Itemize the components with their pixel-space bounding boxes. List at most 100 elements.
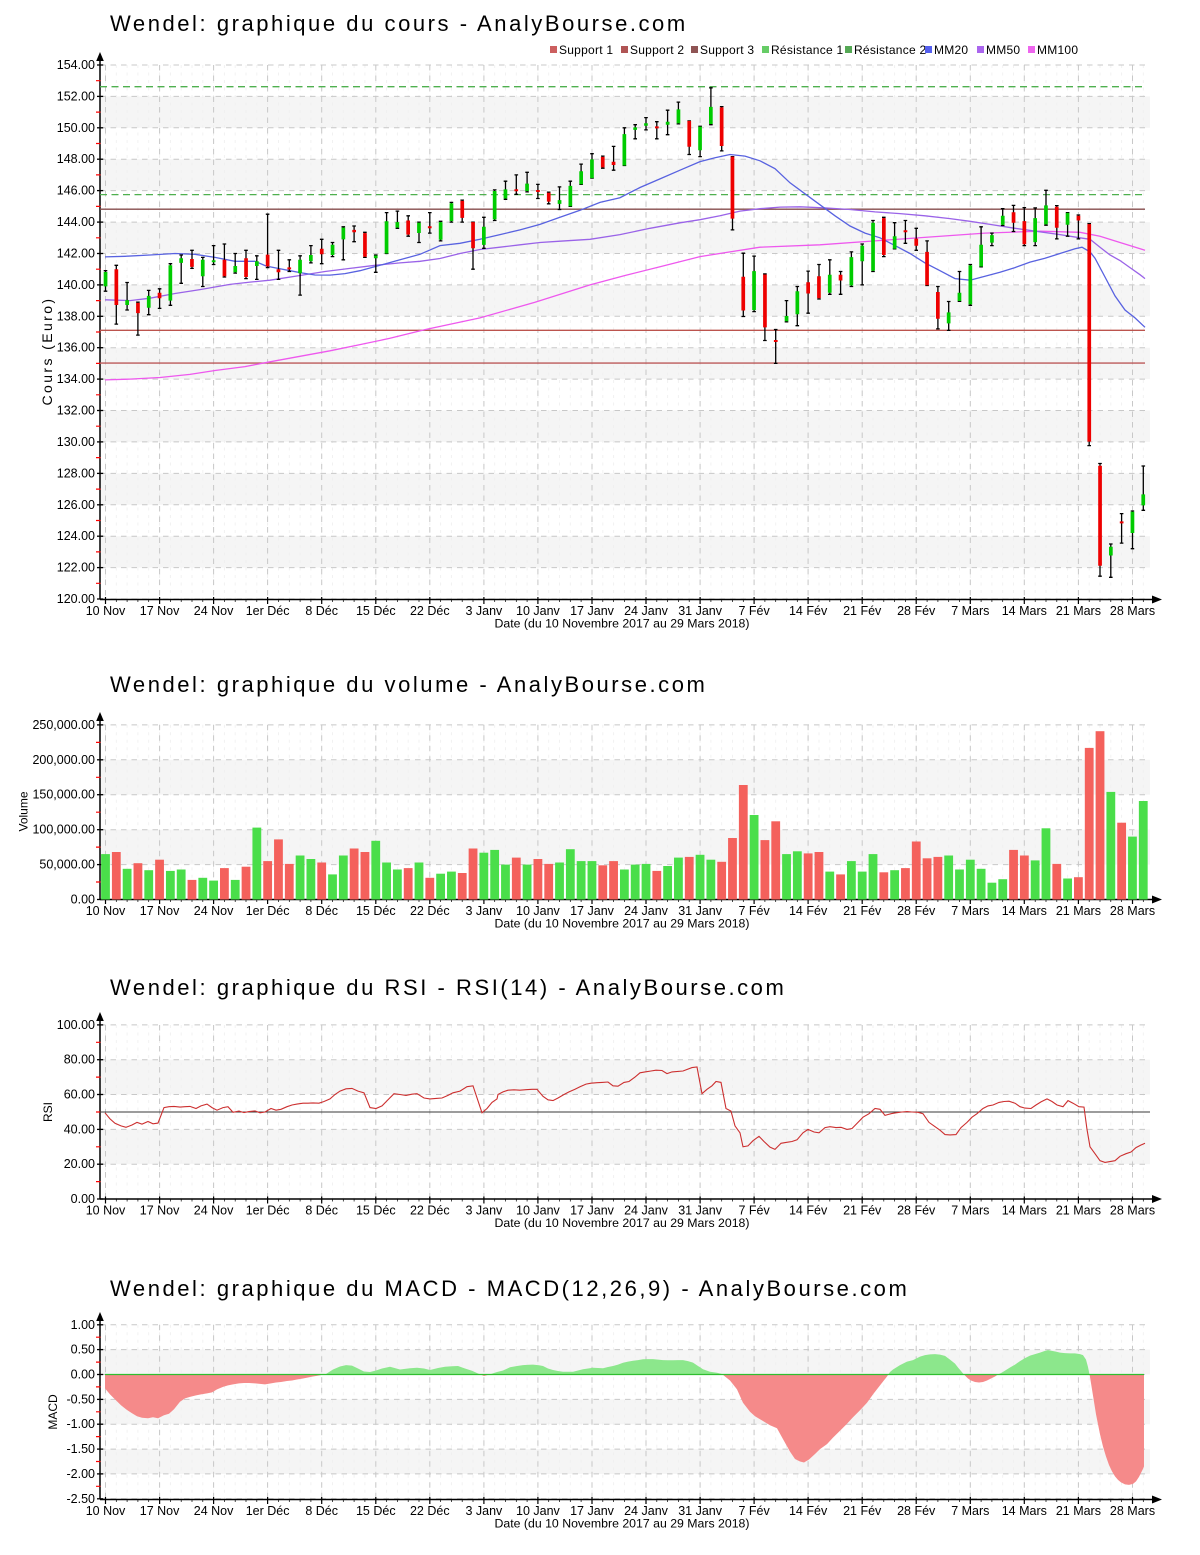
svg-text:1er Déc: 1er Déc	[246, 604, 290, 618]
svg-text:14 Mars: 14 Mars	[1002, 1504, 1047, 1518]
svg-text:3 Janv: 3 Janv	[465, 604, 503, 618]
svg-text:14 Fév: 14 Fév	[789, 1504, 828, 1518]
svg-text:22 Déc: 22 Déc	[410, 904, 450, 918]
svg-text:10 Janv: 10 Janv	[516, 904, 561, 918]
svg-text:24 Nov: 24 Nov	[194, 904, 234, 918]
svg-text:22 Déc: 22 Déc	[410, 604, 450, 618]
svg-text:8 Déc: 8 Déc	[305, 1204, 338, 1218]
svg-text:14 Mars: 14 Mars	[1002, 1204, 1047, 1218]
svg-text:17 Janv: 17 Janv	[570, 604, 615, 618]
svg-text:124.00: 124.00	[57, 529, 95, 543]
svg-text:150.00: 150.00	[57, 121, 95, 135]
svg-text:22 Déc: 22 Déc	[410, 1504, 450, 1518]
svg-text:-0.50: -0.50	[67, 1392, 96, 1406]
svg-text:8 Déc: 8 Déc	[305, 1504, 338, 1518]
svg-text:1er Déc: 1er Déc	[246, 1204, 290, 1218]
svg-text:28 Mars: 28 Mars	[1110, 604, 1155, 618]
svg-text:3 Janv: 3 Janv	[465, 1204, 503, 1218]
svg-text:24 Nov: 24 Nov	[194, 604, 234, 618]
svg-text:148.00: 148.00	[57, 152, 95, 166]
svg-text:136.00: 136.00	[57, 341, 95, 355]
svg-text:154.00: 154.00	[57, 58, 95, 72]
svg-text:28 Fév: 28 Fév	[897, 1504, 936, 1518]
svg-text:17 Nov: 17 Nov	[140, 1204, 180, 1218]
svg-text:8 Déc: 8 Déc	[305, 604, 338, 618]
svg-text:Date (du 10 Novembre 2017 au 2: Date (du 10 Novembre 2017 au 29 Mars 201…	[495, 617, 750, 631]
svg-text:14 Mars: 14 Mars	[1002, 904, 1047, 918]
svg-text:3 Janv: 3 Janv	[465, 904, 503, 918]
svg-text:100,000.00: 100,000.00	[32, 823, 95, 837]
svg-text:10 Nov: 10 Nov	[86, 604, 126, 618]
svg-text:10 Janv: 10 Janv	[516, 1504, 561, 1518]
svg-text:10 Nov: 10 Nov	[86, 1204, 126, 1218]
svg-text:Wendel: graphique du RSI - RSI: Wendel: graphique du RSI - RSI(14) - Ana…	[110, 975, 786, 1000]
svg-text:0.00: 0.00	[71, 1368, 95, 1382]
svg-text:24 Janv: 24 Janv	[624, 1504, 669, 1518]
svg-text:MACD: MACD	[46, 1394, 60, 1430]
svg-text:31 Janv: 31 Janv	[678, 604, 723, 618]
svg-text:20.00: 20.00	[64, 1157, 95, 1171]
svg-text:10 Janv: 10 Janv	[516, 1204, 561, 1218]
svg-text:21 Mars: 21 Mars	[1056, 1504, 1101, 1518]
svg-text:7 Mars: 7 Mars	[951, 1504, 989, 1518]
svg-text:MM50: MM50	[986, 43, 1020, 57]
svg-text:17 Janv: 17 Janv	[570, 1204, 615, 1218]
svg-text:130.00: 130.00	[57, 435, 95, 449]
svg-text:21 Fév: 21 Fév	[843, 1204, 882, 1218]
svg-text:Support 2: Support 2	[630, 43, 684, 57]
svg-text:-2.00: -2.00	[67, 1467, 96, 1481]
svg-text:Résistance 2: Résistance 2	[854, 43, 926, 57]
svg-text:7 Mars: 7 Mars	[951, 904, 989, 918]
svg-text:22 Déc: 22 Déc	[410, 1204, 450, 1218]
svg-text:144.00: 144.00	[57, 215, 95, 229]
svg-text:MM100: MM100	[1037, 43, 1078, 57]
svg-text:126.00: 126.00	[57, 498, 95, 512]
svg-text:7 Fév: 7 Fév	[738, 604, 770, 618]
svg-text:150,000.00: 150,000.00	[32, 788, 95, 802]
svg-text:28 Mars: 28 Mars	[1110, 1504, 1155, 1518]
svg-text:28 Mars: 28 Mars	[1110, 904, 1155, 918]
svg-text:24 Janv: 24 Janv	[624, 1204, 669, 1218]
svg-text:10 Nov: 10 Nov	[86, 1504, 126, 1518]
svg-text:7 Fév: 7 Fév	[738, 1504, 770, 1518]
svg-text:17 Janv: 17 Janv	[570, 1504, 615, 1518]
svg-text:28 Mars: 28 Mars	[1110, 1204, 1155, 1218]
svg-text:Résistance 1: Résistance 1	[771, 43, 843, 57]
svg-text:7 Fév: 7 Fév	[738, 904, 770, 918]
svg-text:50,000.00: 50,000.00	[39, 858, 95, 872]
svg-text:21 Fév: 21 Fév	[843, 1504, 882, 1518]
svg-text:1er Déc: 1er Déc	[246, 904, 290, 918]
svg-text:14 Fév: 14 Fév	[789, 1204, 828, 1218]
svg-text:21 Mars: 21 Mars	[1056, 904, 1101, 918]
svg-text:122.00: 122.00	[57, 561, 95, 575]
svg-text:14 Fév: 14 Fév	[789, 604, 828, 618]
svg-text:80.00: 80.00	[64, 1053, 95, 1067]
svg-text:17 Nov: 17 Nov	[140, 604, 180, 618]
svg-text:Support 3: Support 3	[700, 43, 754, 57]
svg-text:Support 1: Support 1	[559, 43, 613, 57]
svg-text:40.00: 40.00	[64, 1122, 95, 1136]
svg-text:24 Nov: 24 Nov	[194, 1504, 234, 1518]
svg-text:15 Déc: 15 Déc	[356, 1504, 396, 1518]
svg-text:0.00: 0.00	[71, 1192, 95, 1206]
svg-text:152.00: 152.00	[57, 89, 95, 103]
svg-text:21 Mars: 21 Mars	[1056, 604, 1101, 618]
svg-text:24 Janv: 24 Janv	[624, 904, 669, 918]
svg-text:Volume: Volume	[17, 791, 31, 831]
svg-text:21 Fév: 21 Fév	[843, 904, 882, 918]
svg-text:17 Nov: 17 Nov	[140, 904, 180, 918]
svg-text:15 Déc: 15 Déc	[356, 604, 396, 618]
svg-text:31 Janv: 31 Janv	[678, 904, 723, 918]
svg-text:RSI: RSI	[41, 1102, 55, 1122]
svg-text:24 Nov: 24 Nov	[194, 1204, 234, 1218]
svg-text:24 Janv: 24 Janv	[624, 604, 669, 618]
svg-text:15 Déc: 15 Déc	[356, 1204, 396, 1218]
svg-text:MM20: MM20	[934, 43, 968, 57]
svg-text:28 Fév: 28 Fév	[897, 604, 936, 618]
svg-text:Date (du 10 Novembre 2017 au 2: Date (du 10 Novembre 2017 au 29 Mars 201…	[495, 917, 750, 931]
svg-text:21 Mars: 21 Mars	[1056, 1204, 1101, 1218]
svg-text:250,000.00: 250,000.00	[32, 718, 95, 732]
svg-text:-1.00: -1.00	[67, 1417, 96, 1431]
svg-text:1er Déc: 1er Déc	[246, 1504, 290, 1518]
svg-text:146.00: 146.00	[57, 184, 95, 198]
